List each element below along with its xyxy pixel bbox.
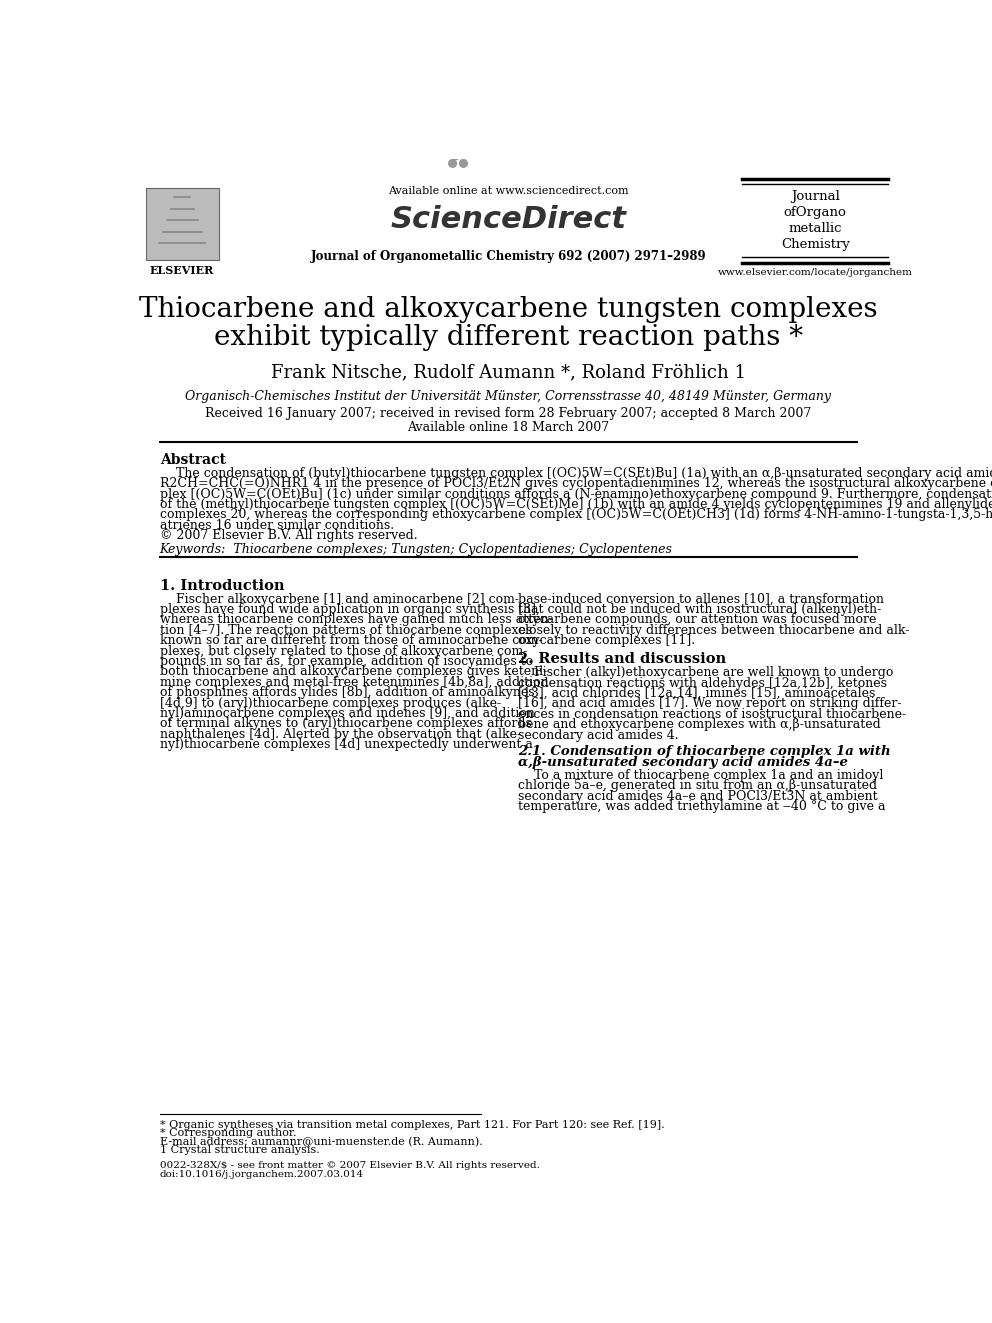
Text: of the (methyl)thiocarbene tungsten complex [(OC)5W=C(SEt)Me] (1b) with an amide: of the (methyl)thiocarbene tungsten comp… [160, 497, 992, 511]
Text: ences in condensation reactions of isostructural thiocarbene-: ences in condensation reactions of isost… [518, 708, 906, 721]
Text: that could not be induced with isostructural (alkenyl)eth-: that could not be induced with isostruct… [518, 603, 881, 617]
Text: Fischer alkoxycarbene [1] and aminocarbene [2] com-: Fischer alkoxycarbene [1] and aminocarbe… [160, 593, 519, 606]
Text: 1. Introduction: 1. Introduction [160, 578, 284, 593]
Text: oxycarbene compounds, our attention was focused more: oxycarbene compounds, our attention was … [518, 614, 876, 627]
Text: Thiocarbene and alkoxycarbene tungsten complexes: Thiocarbene and alkoxycarbene tungsten c… [139, 296, 878, 323]
Text: closely to reactivity differences between thiocarbene and alk-: closely to reactivity differences betwee… [518, 624, 909, 636]
Text: α,β-unsaturated secondary acid amides 4a–e: α,β-unsaturated secondary acid amides 4a… [518, 755, 847, 769]
Text: Available online at www.sciencedirect.com: Available online at www.sciencedirect.co… [388, 185, 629, 196]
Text: ELSEVIER: ELSEVIER [150, 265, 214, 277]
Circle shape [448, 160, 456, 167]
Circle shape [464, 147, 472, 155]
Text: * Corresponding author.: * Corresponding author. [160, 1129, 297, 1138]
Text: whereas thiocarbene complexes have gained much less atten-: whereas thiocarbene complexes have gaine… [160, 614, 553, 627]
Text: To a mixture of thiocarbene complex 1a and an imidoyl: To a mixture of thiocarbene complex 1a a… [518, 769, 883, 782]
Text: mine complexes and metal-free ketenimines [4b,8a], addition: mine complexes and metal-free ketenimine… [160, 676, 549, 689]
Text: Fischer (alkyl)ethoxycarbene are well known to undergo: Fischer (alkyl)ethoxycarbene are well kn… [518, 667, 893, 679]
Text: secondary acid amides 4a–e and POCl3/Et3N at ambient: secondary acid amides 4a–e and POCl3/Et3… [518, 790, 877, 803]
Text: Organisch-Chemisches Institut der Universität Münster, Corrensstrasse 40, 48149 : Organisch-Chemisches Institut der Univer… [186, 390, 831, 402]
Text: atrienes 16 under similar conditions.: atrienes 16 under similar conditions. [160, 519, 394, 532]
Text: doi:10.1016/j.jorganchem.2007.03.014: doi:10.1016/j.jorganchem.2007.03.014 [160, 1170, 364, 1179]
FancyBboxPatch shape [146, 188, 218, 261]
Text: secondary acid amides 4.: secondary acid amides 4. [518, 729, 679, 742]
Text: The condensation of (butyl)thiocarbene tungsten complex [(OC)5W=C(SEt)Bu] (1a) w: The condensation of (butyl)thiocarbene t… [160, 467, 992, 480]
Text: complexes 20, whereas the corresponding ethoxycarbene complex [(OC)5W=C(OEt)CH3]: complexes 20, whereas the corresponding … [160, 508, 992, 521]
Text: 2. Results and discussion: 2. Results and discussion [518, 652, 726, 667]
Text: of phosphines affords ylides [8b], addition of aminoalkynes: of phosphines affords ylides [8b], addit… [160, 687, 535, 700]
Text: 1 Crystal structure analysis.: 1 Crystal structure analysis. [160, 1146, 319, 1155]
Text: [4d,9] to (aryl)thiocarbene complexes produces (alke-: [4d,9] to (aryl)thiocarbene complexes pr… [160, 697, 501, 709]
Text: plex [(OC)5W=C(OEt)Bu] (1c) under similar conditions affords a (N-enamino)ethoxy: plex [(OC)5W=C(OEt)Bu] (1c) under simila… [160, 488, 992, 500]
Text: both thiocarbene and alkoxycarbene complexes gives keteni-: both thiocarbene and alkoxycarbene compl… [160, 665, 547, 679]
Text: ScienceDirect: ScienceDirect [391, 205, 626, 234]
Text: of terminal alkynes to (aryl)thiocarbene complexes affords: of terminal alkynes to (aryl)thiocarbene… [160, 717, 532, 730]
Text: condensation reactions with aldehydes [12a,12b], ketones: condensation reactions with aldehydes [1… [518, 676, 887, 689]
Text: known so far are different from those of aminocarbene com-: known so far are different from those of… [160, 634, 543, 647]
Text: R2CH=CHC(=O)NHR1 4 in the presence of POCl3/Et2N gives cyclopentadienimines 12, : R2CH=CHC(=O)NHR1 4 in the presence of PO… [160, 478, 992, 490]
Text: naphthalenes [4d]. Alerted by the observation that (alke-: naphthalenes [4d]. Alerted by the observ… [160, 728, 521, 741]
Text: Received 16 January 2007; received in revised form 28 February 2007; accepted 8 : Received 16 January 2007; received in re… [205, 407, 811, 421]
Text: base-induced conversion to allenes [10], a transformation: base-induced conversion to allenes [10],… [518, 593, 884, 606]
Text: Frank Nitsche, Rudolf Aumann *, Roland Fröhlich 1: Frank Nitsche, Rudolf Aumann *, Roland F… [271, 364, 746, 381]
Text: [16], and acid amides [17]. We now report on striking differ-: [16], and acid amides [17]. We now repor… [518, 697, 901, 710]
Text: Journal of Organometallic Chemistry 692 (2007) 2971–2989: Journal of Organometallic Chemistry 692 … [310, 250, 706, 263]
Text: Journal
ofOrgano
metallic
Chemistry: Journal ofOrgano metallic Chemistry [781, 189, 850, 250]
Circle shape [459, 160, 467, 167]
Text: plexes have found wide application in organic synthesis [3],: plexes have found wide application in or… [160, 603, 540, 617]
Text: Keywords:  Thiocarbene complexes; Tungsten; Cyclopentadienes; Cyclopentenes: Keywords: Thiocarbene complexes; Tungste… [160, 544, 673, 557]
Text: nyl)aminocarbene complexes and indenes [9], and addition: nyl)aminocarbene complexes and indenes [… [160, 706, 535, 720]
Text: tion [4–7]. The reaction patterns of thiocarbene complexes: tion [4–7]. The reaction patterns of thi… [160, 624, 532, 636]
Text: E-mail address: aumannr@uni-muenster.de (R. Aumann).: E-mail address: aumannr@uni-muenster.de … [160, 1136, 482, 1147]
Text: chloride 5a–e, generated in situ from an α,β-unsaturated: chloride 5a–e, generated in situ from an… [518, 779, 877, 792]
Text: Abstract: Abstract [160, 452, 225, 467]
Text: Available online 18 March 2007: Available online 18 March 2007 [408, 421, 609, 434]
Text: nyl)thiocarbene complexes [4d] unexpectedly underwent a: nyl)thiocarbene complexes [4d] unexpecte… [160, 738, 533, 751]
Text: oxycarbene complexes [11].: oxycarbene complexes [11]. [518, 634, 694, 647]
Text: bene and ethoxycarbene complexes with α,β-unsaturated: bene and ethoxycarbene complexes with α,… [518, 718, 881, 732]
Text: temperature, was added triethylamine at ‒40 °C to give a: temperature, was added triethylamine at … [518, 800, 885, 814]
Text: plexes, but closely related to those of alkoxycarbene com-: plexes, but closely related to those of … [160, 644, 527, 658]
Circle shape [451, 152, 459, 160]
Text: © 2007 Elsevier B.V. All rights reserved.: © 2007 Elsevier B.V. All rights reserved… [160, 529, 418, 542]
Text: * Organic syntheses via transition metal complexes, Part 121. For Part 120: see : * Organic syntheses via transition metal… [160, 1119, 665, 1130]
Text: exhibit typically different reaction paths *: exhibit typically different reaction pat… [214, 324, 803, 351]
Text: pounds in so far as, for example, addition of isocyanides to: pounds in so far as, for example, additi… [160, 655, 533, 668]
Text: www.elsevier.com/locate/jorganchem: www.elsevier.com/locate/jorganchem [718, 269, 913, 277]
Text: 2.1. Condensation of thiocarbene complex 1a with: 2.1. Condensation of thiocarbene complex… [518, 745, 891, 758]
Text: [13], acid chlorides [12a,14], imines [15], aminoacetales: [13], acid chlorides [12a,14], imines [1… [518, 687, 875, 700]
Circle shape [444, 147, 451, 155]
Text: 0022-328X/$ - see front matter © 2007 Elsevier B.V. All rights reserved.: 0022-328X/$ - see front matter © 2007 El… [160, 1162, 540, 1171]
Circle shape [456, 144, 464, 152]
